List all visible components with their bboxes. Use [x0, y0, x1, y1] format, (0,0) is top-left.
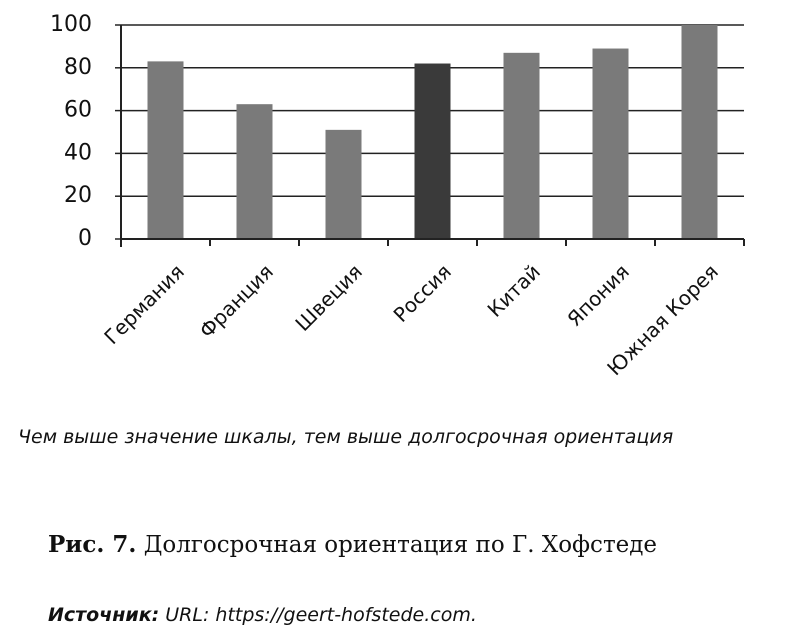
y-tick-label: 20 — [64, 183, 92, 208]
figure-label: Рис. 7. — [48, 531, 137, 558]
x-tick-label: Япония — [562, 259, 634, 331]
y-tick-label: 60 — [64, 98, 92, 123]
bar — [325, 129, 362, 239]
bar — [592, 48, 629, 239]
figure-title: Долгосрочная ориентация по Г. Хофстеде — [143, 532, 658, 558]
bar — [236, 104, 273, 240]
bar — [147, 61, 184, 239]
chart: 0 20 40 60 80 100 Германия Франция Швеция Россия К… — [50, 12, 745, 380]
y-tick-label: 40 — [64, 140, 92, 165]
figure-caption: Рис. 7. Долгосрочная ориентация по Г. Хо… — [48, 531, 657, 558]
x-tick-label: Россия — [389, 259, 456, 326]
bar — [503, 52, 540, 239]
x-tick-label: Швеция — [290, 259, 366, 335]
x-tick-label: Франция — [195, 259, 278, 342]
source: Источник: URL: https://geert-hofstede.co… — [48, 604, 477, 626]
y-tick-label: 0 — [78, 226, 92, 251]
bar — [681, 25, 718, 239]
caption: Чем выше значение шкалы, тем выше долгос… — [18, 426, 674, 448]
y-tick-label: 80 — [64, 55, 92, 80]
x-tick-label: Германия — [99, 259, 189, 349]
bar — [414, 63, 451, 239]
source-text: URL: https://geert-hofstede.com. — [165, 604, 477, 626]
y-tick-label: 100 — [50, 12, 92, 37]
x-tick-label: Китай — [483, 259, 545, 321]
source-label: Источник: — [48, 604, 160, 626]
